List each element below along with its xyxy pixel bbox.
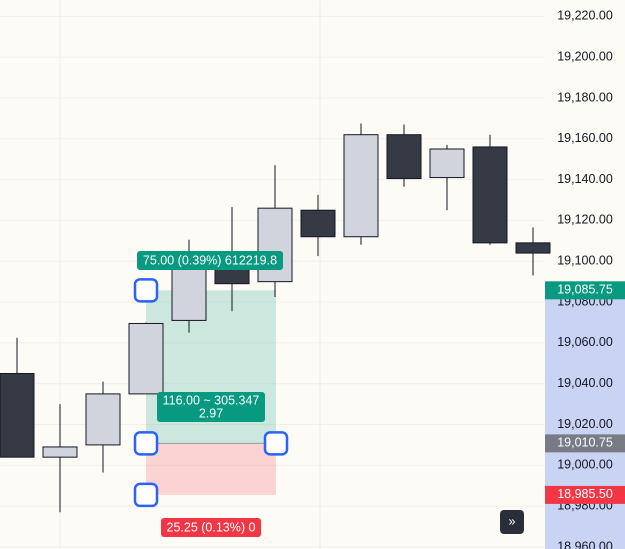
y-tick-label: 19,200.00	[557, 49, 613, 63]
stop-label: 25.25 (0.13%) 0	[167, 520, 256, 534]
price-badge	[545, 281, 625, 300]
y-tick-label: 19,020.00	[557, 417, 613, 431]
candle-body	[257, 207, 293, 283]
drag-handle[interactable]	[133, 431, 159, 456]
candle-body	[343, 134, 379, 238]
candle-body	[85, 393, 121, 446]
price-badge	[545, 485, 625, 504]
y-tick-label: 19,120.00	[557, 213, 613, 227]
price-badge	[545, 434, 625, 453]
info-label: 116.00 ~ 305.347	[163, 393, 260, 407]
target-label-bg	[137, 251, 283, 270]
price-badge-label: 18,985.50	[557, 487, 613, 501]
y-tick-label: 19,000.00	[557, 458, 613, 472]
y-tick-label: 19,160.00	[557, 131, 613, 145]
price-badge-label: 19,085.75	[557, 283, 613, 297]
stop-label-bg	[161, 518, 261, 537]
y-tick-label: 19,100.00	[557, 254, 613, 268]
y-tick-label: 19,040.00	[557, 376, 613, 390]
candle-body	[171, 266, 207, 321]
candle-body	[128, 322, 164, 395]
candle-body	[0, 372, 35, 458]
candle-body	[429, 148, 465, 179]
candle-body	[515, 242, 551, 254]
target-label: 75.00 (0.39%) 612219.8	[143, 253, 277, 267]
y-tick-label: 19,180.00	[557, 90, 613, 104]
info-label-bg	[157, 392, 265, 422]
y-tick-label: 19,140.00	[557, 172, 613, 186]
axis-range-highlight	[545, 290, 625, 549]
drag-handle[interactable]	[133, 482, 159, 508]
candle-body	[472, 146, 508, 244]
y-tick-label: 19,220.00	[557, 9, 613, 23]
drag-handle[interactable]	[263, 431, 289, 456]
scroll-button[interactable]: »	[509, 514, 516, 528]
candle-body	[300, 209, 336, 238]
candle-body	[42, 446, 78, 458]
scroll-button-bg[interactable]	[500, 510, 524, 534]
drag-handle[interactable]	[133, 278, 159, 303]
y-tick-label: 19,060.00	[557, 335, 613, 349]
y-tick-label: 18,960.00	[557, 539, 613, 549]
candle-body	[386, 134, 422, 180]
stop-zone	[146, 443, 276, 495]
ratio-label: 2.97	[199, 406, 223, 420]
price-badge-label: 19,010.75	[557, 436, 613, 450]
